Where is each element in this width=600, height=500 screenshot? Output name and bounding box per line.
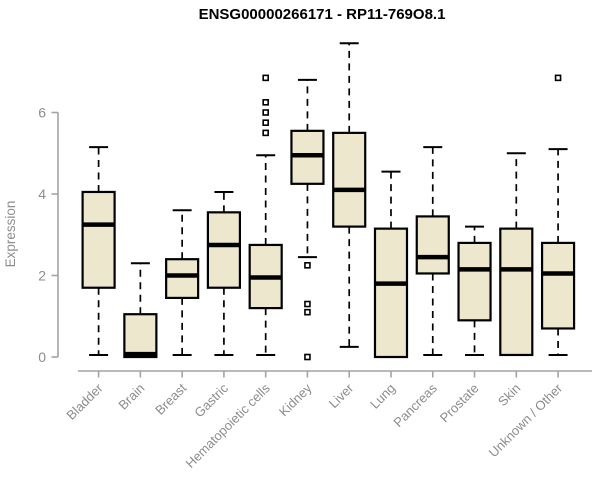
- boxplot-skin: [499, 152, 534, 357]
- boxplot-kidney: [290, 78, 325, 361]
- boxplot-bladder: [81, 146, 116, 356]
- y-tick-label: 4: [38, 186, 46, 202]
- boxplot-breast: [165, 209, 200, 356]
- chart-title: ENSG00000266171 - RP11-769O8.1: [199, 6, 446, 23]
- category-label-brain: Brain: [115, 381, 147, 413]
- box-rect: [457, 241, 492, 322]
- boxplot-hematopoietic-cells: [248, 74, 283, 356]
- outlier-point: [262, 129, 269, 137]
- outlier-point: [554, 74, 562, 82]
- outlier-point: [262, 74, 269, 82]
- box-rect: [81, 190, 116, 289]
- outlier-point: [262, 109, 269, 116]
- category-label-kidney: Kidney: [276, 380, 315, 419]
- outlier-point: [262, 119, 269, 126]
- boxplot-gastric: [206, 190, 242, 356]
- y-tick-label: 6: [38, 105, 46, 121]
- box-rect: [165, 258, 200, 300]
- y-axis-label: Expression: [3, 201, 18, 268]
- boxplot-liver: [332, 42, 367, 348]
- outlier-point: [304, 300, 311, 308]
- outlier-point: [262, 99, 269, 106]
- box-rect: [373, 227, 409, 359]
- box-rect: [332, 131, 367, 228]
- y-tick-label: 2: [38, 268, 46, 284]
- category-label-prostate: Prostate: [437, 381, 482, 426]
- boxplots: [81, 42, 576, 361]
- boxplot-prostate: [457, 225, 492, 356]
- outlier-point: [304, 353, 311, 361]
- box-rect: [123, 313, 158, 359]
- box-rect: [415, 215, 450, 275]
- category-label-gastric: Gastric: [191, 380, 231, 420]
- category-label-lung: Lung: [367, 381, 398, 412]
- category-label-skin: Skin: [495, 381, 523, 409]
- boxplot-brain: [123, 262, 158, 359]
- box-rect: [206, 211, 242, 289]
- category-label-pancreas: Pancreas: [390, 380, 440, 430]
- boxplot-pancreas: [415, 146, 450, 356]
- box-rect: [540, 241, 576, 330]
- boxplot-unknown-other: [540, 74, 576, 356]
- category-label-breast: Breast: [152, 380, 189, 417]
- category-label-liver: Liver: [326, 380, 357, 411]
- box-rect: [499, 227, 534, 357]
- y-tick-label: 0: [38, 349, 46, 365]
- category-label-bladder: Bladder: [63, 380, 106, 423]
- boxplot-lung: [373, 170, 409, 359]
- category-label-unknown-other: Unknown / Other: [486, 380, 566, 460]
- outlier-point: [304, 308, 311, 316]
- outlier-point: [304, 262, 311, 269]
